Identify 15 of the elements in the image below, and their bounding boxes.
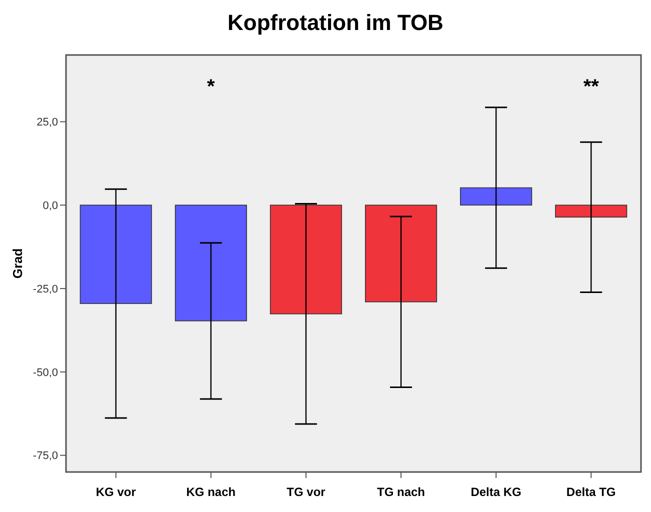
y-tick-label: -50,0 bbox=[32, 366, 58, 379]
y-axis-title: Grad bbox=[10, 248, 25, 279]
y-tick-label: -25,0 bbox=[32, 283, 58, 296]
x-tick-label: TG nach bbox=[377, 485, 426, 499]
chart-title: Kopfrotation im TOB bbox=[228, 10, 444, 35]
x-tick-label: Delta KG bbox=[470, 485, 522, 499]
annotation: ** bbox=[583, 76, 600, 98]
x-tick-label: KG nach bbox=[186, 485, 236, 499]
y-tick-label: 25,0 bbox=[36, 116, 58, 129]
x-tick-label: TG vor bbox=[286, 485, 326, 499]
x-tick-label: Delta TG bbox=[566, 485, 616, 499]
y-tick-label: -75,0 bbox=[32, 450, 58, 462]
x-tick-label: KG vor bbox=[96, 485, 136, 499]
y-tick-label: 0,0 bbox=[42, 200, 58, 212]
annotation: * bbox=[207, 76, 216, 98]
